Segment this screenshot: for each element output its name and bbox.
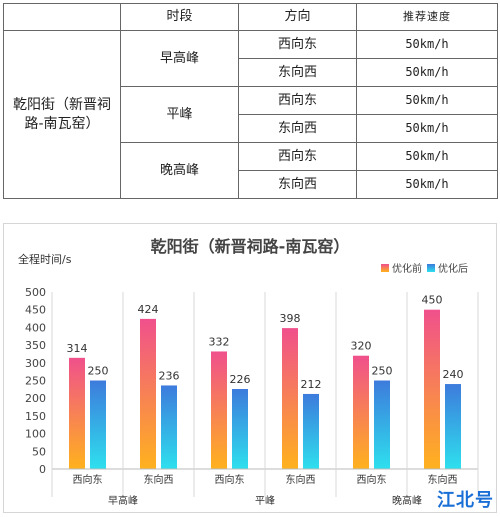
- category-label: 东向西: [144, 473, 174, 486]
- bar-before: [69, 357, 85, 469]
- speed-cell: 50km/h: [356, 86, 498, 115]
- table-row: 东向西 50km/h: [4, 58, 498, 87]
- direction-cell: 西向东: [238, 86, 357, 115]
- data-label: 398: [280, 312, 301, 325]
- y-tick-label: 400: [25, 321, 46, 334]
- chart-card: 乾阳街（新晋祠路-南瓦窑） 全程时间/s 优化前 优化后 0 50 100 150 20…: [3, 223, 497, 513]
- y-tick-label: 250: [25, 375, 46, 388]
- group-label: 平峰: [255, 495, 275, 507]
- travel-time-chart: 乾阳街（新晋祠路-南瓦窑） 全程时间/s 优化前 优化后 0 50 100 150 20…: [18, 237, 479, 507]
- y-axis: 0 50 100 150 200 250 300 350 400 450 500: [25, 286, 46, 476]
- direction-cell: 东向西: [238, 114, 357, 143]
- period-cell: 平峰: [120, 86, 239, 143]
- bar-after: [90, 380, 106, 469]
- data-label: 332: [209, 335, 230, 348]
- table-row: 东向西 50km/h: [4, 114, 498, 143]
- bar-after: [303, 393, 319, 469]
- data-label: 250: [372, 365, 393, 378]
- bar-before: [211, 351, 227, 469]
- table-row: 乾阳街（新晋祠路-南瓦窑） 早高峰 西向东 50km/h: [3, 30, 498, 199]
- road-name: 乾阳街（新晋祠路-南瓦窑）: [13, 96, 111, 132]
- y-tick-label: 50: [32, 445, 46, 458]
- direction-cell: 西向东: [238, 142, 357, 171]
- direction-header: 方向: [238, 3, 357, 31]
- data-label: 240: [443, 368, 464, 381]
- direction-cell: 东向西: [238, 58, 357, 87]
- legend-label-after: 优化后: [438, 262, 468, 275]
- legend-label-before: 优化前: [392, 262, 422, 275]
- table-row: 晚高峰 西向东 50km/h: [4, 142, 498, 199]
- period-header: 时段: [120, 3, 239, 31]
- speed-cell: 50km/h: [356, 170, 498, 199]
- bar-before: [353, 355, 369, 469]
- y-tick-label: 500: [25, 286, 46, 299]
- table-row: 东向西 50km/h: [4, 170, 498, 199]
- data-label: 320: [351, 340, 372, 353]
- bar-after: [445, 384, 461, 469]
- bar-after: [374, 380, 390, 469]
- legend: 优化前 优化后: [381, 262, 468, 275]
- data-label: 250: [88, 365, 109, 378]
- speed-cell: 50km/h: [356, 30, 498, 59]
- bar-before: [140, 318, 156, 469]
- y-tick-label: 300: [25, 357, 46, 370]
- speed-table: 时段 方向 推荐速度 乾阳街（新晋祠路-南瓦窑） 早高峰 西向东 50km/h …: [3, 3, 498, 199]
- table-header-row: 时段 方向 推荐速度: [3, 3, 498, 31]
- data-label: 226: [230, 373, 251, 386]
- legend-swatch-after: [427, 264, 435, 272]
- category-label: 东向西: [428, 473, 458, 486]
- period-cell: 早高峰: [120, 30, 239, 87]
- direction-cell: 西向东: [238, 30, 357, 59]
- speed-header: 推荐速度: [356, 3, 498, 31]
- category-label: 西向东: [73, 473, 103, 486]
- y-tick-label: 100: [25, 428, 46, 441]
- data-label: 236: [159, 369, 180, 382]
- category-label: 西向东: [357, 473, 387, 486]
- data-label: 424: [138, 303, 159, 316]
- watermark: 江北号: [437, 490, 494, 511]
- direction-cell: 东向西: [238, 170, 357, 199]
- y-tick-label: 350: [25, 339, 46, 352]
- speed-cell: 50km/h: [356, 114, 498, 143]
- road-header-cell: [3, 3, 121, 31]
- group-label: 晚高峰: [392, 494, 422, 507]
- y-tick-label: 200: [25, 392, 46, 405]
- group-label: 早高峰: [108, 494, 138, 507]
- y-tick-label: 450: [25, 304, 46, 317]
- bar-before: [282, 328, 298, 469]
- data-label: 314: [67, 342, 88, 355]
- category-label: 东向西: [286, 473, 316, 486]
- y-axis-label: 全程时间/s: [18, 252, 72, 266]
- bar-after: [161, 385, 177, 469]
- y-tick-label: 0: [39, 463, 46, 476]
- chart-title: 乾阳街（新晋祠路-南瓦窑）: [151, 237, 350, 256]
- bar-after: [232, 388, 248, 469]
- data-label: 212: [301, 378, 322, 391]
- category-label: 西向东: [215, 473, 245, 486]
- legend-swatch-before: [381, 264, 389, 272]
- road-name-cell: 乾阳街（新晋祠路-南瓦窑）: [3, 30, 121, 199]
- y-tick-label: 150: [25, 410, 46, 423]
- speed-cell: 50km/h: [356, 142, 498, 171]
- bar-before: [424, 309, 440, 469]
- period-cell: 晚高峰: [120, 142, 239, 199]
- data-label: 450: [422, 294, 443, 307]
- speed-cell: 50km/h: [356, 58, 498, 87]
